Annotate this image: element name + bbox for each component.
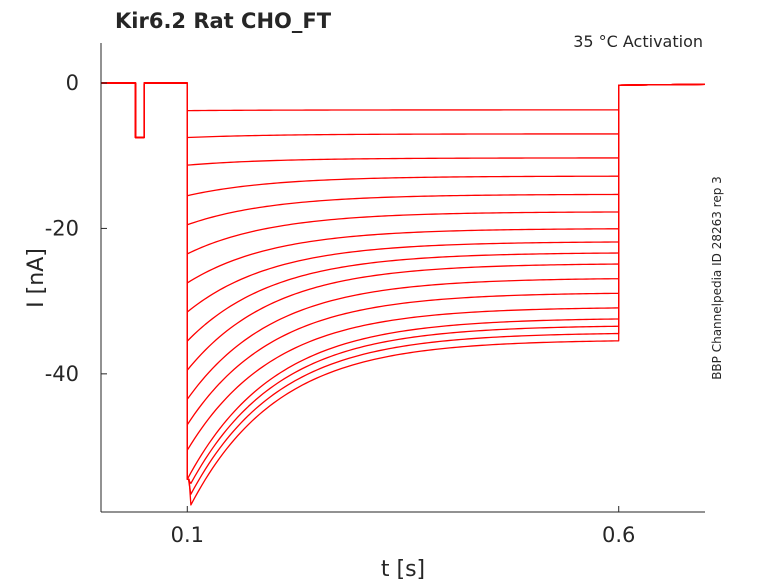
y-axis-label: I [nA] — [24, 248, 49, 308]
x-tick-label: 0.6 — [602, 523, 635, 547]
trace-line-10 — [101, 82, 706, 371]
trace-line-14 — [101, 82, 706, 480]
trace-line-16 — [101, 82, 706, 495]
chart-annotation: 35 °C Activation — [573, 32, 703, 51]
x-axis-label: t [s] — [381, 557, 425, 582]
y-tick-label: -20 — [45, 216, 79, 240]
trace-line-13 — [101, 82, 706, 451]
trace-line-11 — [101, 82, 706, 400]
x-tick-group: 0.1 0.6 — [171, 506, 635, 547]
y-tick-label: -40 — [45, 362, 79, 386]
chart-title: Kir6.2 Rat CHO_FT — [115, 9, 332, 33]
trace-line-5 — [101, 82, 706, 226]
trace-line-3 — [101, 82, 706, 166]
y-tick-label: 0 — [66, 71, 79, 95]
trace-line-15 — [101, 82, 706, 485]
trace-line-4 — [101, 82, 706, 197]
y-tick-group: 0 -20 -40 — [45, 71, 107, 386]
x-tick-label: 0.1 — [171, 523, 204, 547]
trace-line-6 — [101, 82, 706, 255]
trace-line-9 — [101, 82, 706, 342]
side-label: BBP Channelpedia ID 28263 rep 3 — [710, 176, 724, 380]
trace-line-1 — [101, 82, 706, 139]
trace-line-2 — [101, 82, 706, 139]
trace-line-8 — [101, 82, 706, 313]
trace-line-12 — [101, 82, 706, 426]
trace-line-17 — [101, 82, 706, 506]
trace-group — [101, 82, 706, 506]
trace-line-7 — [101, 82, 706, 284]
